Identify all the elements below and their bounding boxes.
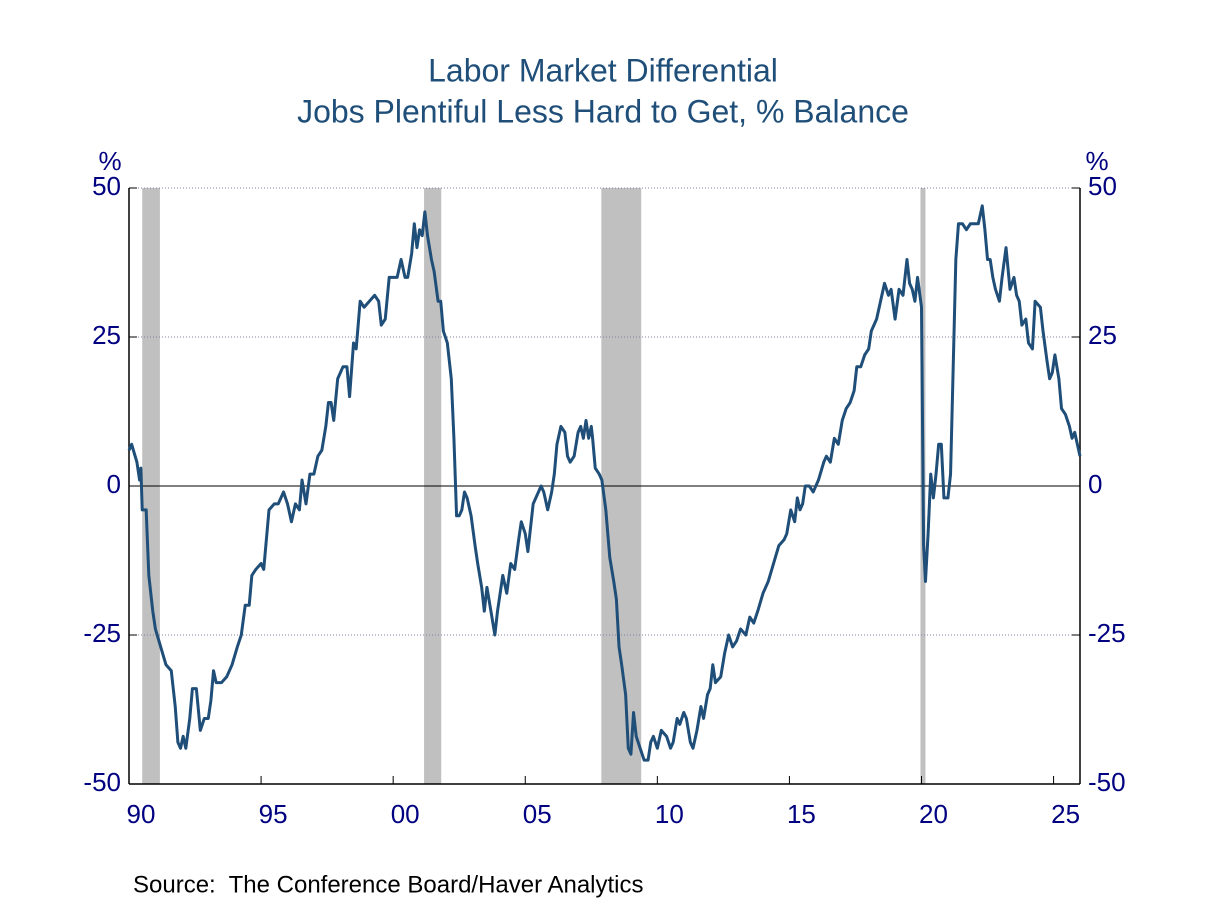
y2-axis-unit: % <box>1085 146 1108 176</box>
data-line <box>127 204 1082 762</box>
x-tick-label: 95 <box>259 799 288 829</box>
x-tick-label: 05 <box>523 799 552 829</box>
y2-tick-label: -50 <box>1088 767 1126 797</box>
chart-subtitle: Jobs Plentiful Less Hard to Get, % Balan… <box>297 93 909 129</box>
x-tick-label: 20 <box>919 799 948 829</box>
y-tick-label: -25 <box>83 618 121 648</box>
x-tick-label: 90 <box>127 799 156 829</box>
x-tick-label: 10 <box>655 799 684 829</box>
y2-tick-label: 0 <box>1088 469 1102 499</box>
chart-title: Labor Market Differential <box>428 52 778 88</box>
x-tick-label: 00 <box>391 799 420 829</box>
y2-tick-label: 50 <box>1088 171 1117 201</box>
y-tick-label: 25 <box>92 320 121 350</box>
y-tick-label: -50 <box>83 767 121 797</box>
x-tick-label: 25 <box>1051 799 1080 829</box>
source-note: Source: The Conference Board/Haver Analy… <box>133 871 644 898</box>
x-tick-label: 15 <box>787 799 816 829</box>
y2-tick-label: 25 <box>1088 320 1117 350</box>
y-axis-unit: % <box>98 146 121 176</box>
y-tick-label: 0 <box>107 469 121 499</box>
y-tick-label: 50 <box>92 171 121 201</box>
y2-tick-label: -25 <box>1088 618 1126 648</box>
